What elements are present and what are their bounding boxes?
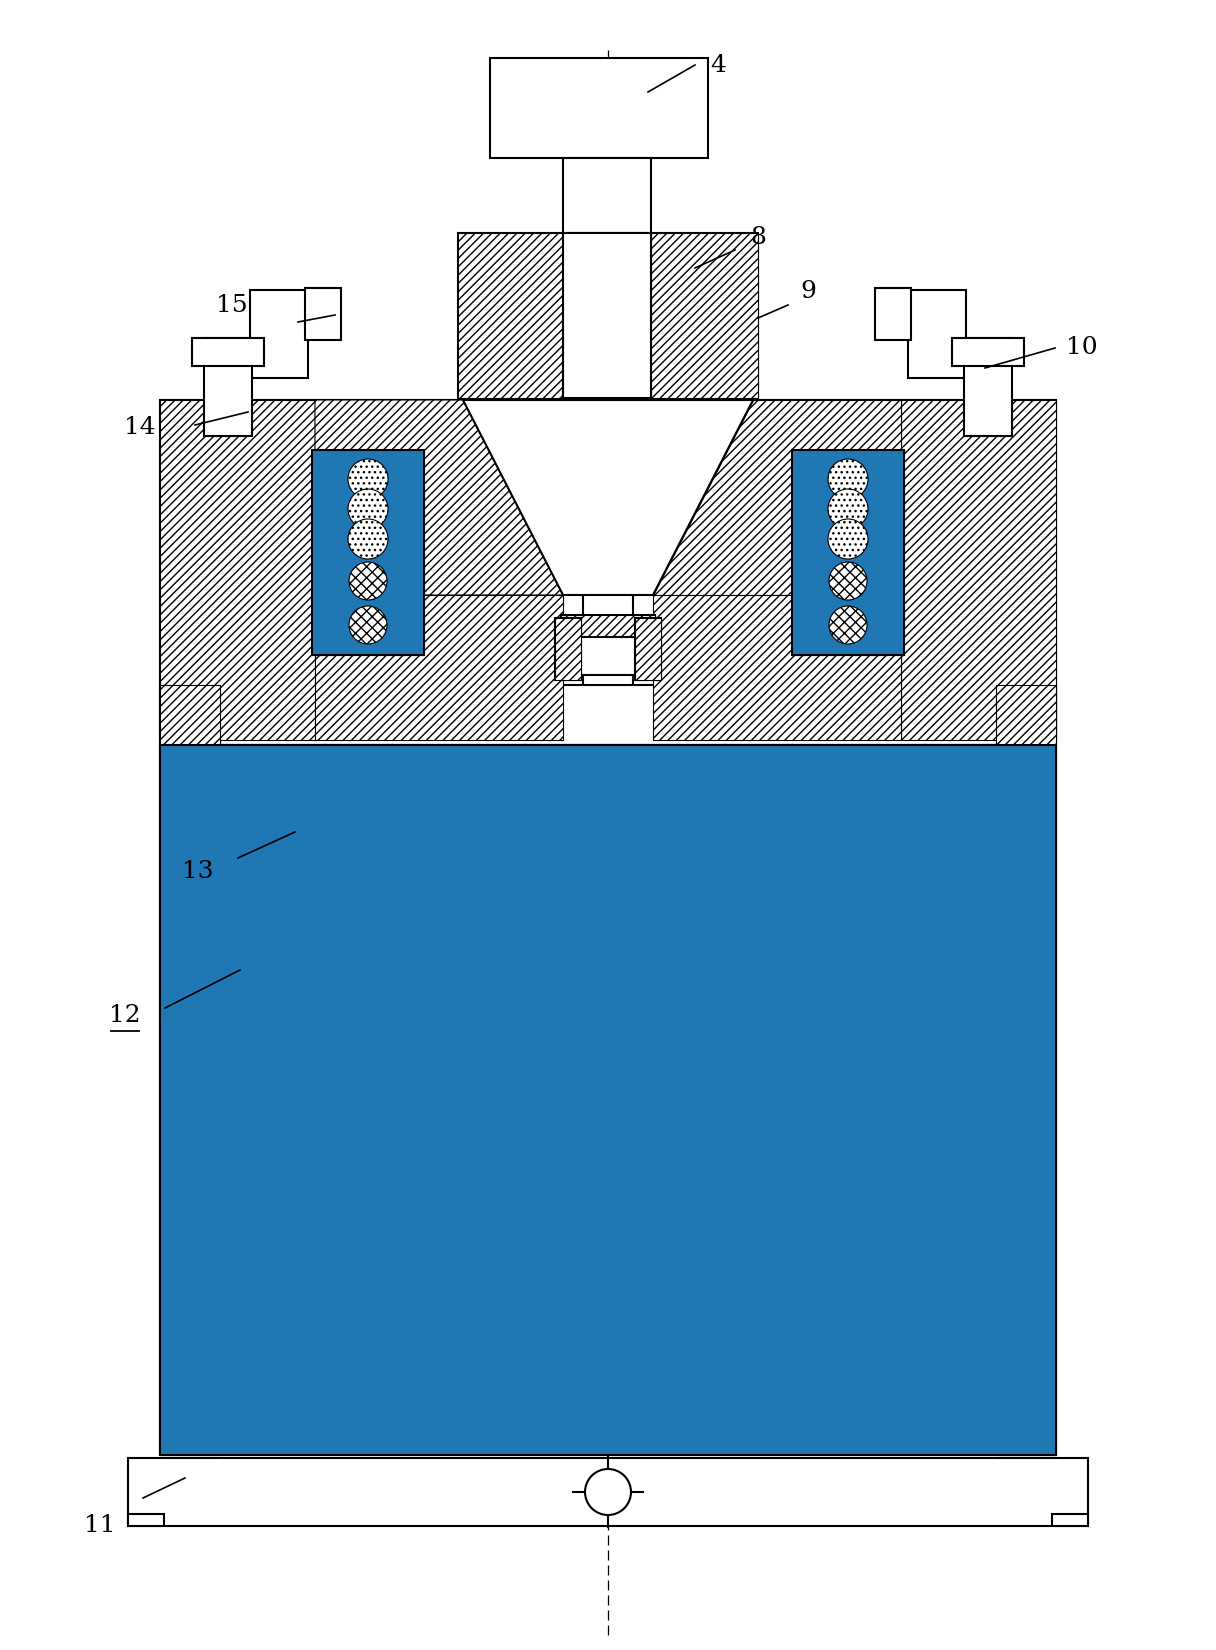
Bar xyxy=(1052,1515,1088,1526)
Bar xyxy=(554,619,581,680)
Bar xyxy=(901,399,1055,739)
Polygon shape xyxy=(653,399,901,596)
Bar xyxy=(161,685,220,746)
Circle shape xyxy=(828,520,868,559)
Bar xyxy=(161,746,1055,1455)
Bar xyxy=(996,685,1055,746)
Circle shape xyxy=(585,1468,631,1515)
Bar xyxy=(653,596,901,739)
Bar xyxy=(563,233,651,398)
Bar xyxy=(220,746,996,1455)
Bar xyxy=(204,338,252,436)
Text: 14: 14 xyxy=(124,416,156,439)
Bar xyxy=(554,619,581,680)
Bar xyxy=(964,338,1012,436)
Bar xyxy=(128,1515,164,1526)
Bar xyxy=(490,58,708,158)
Bar xyxy=(161,746,1055,1455)
Text: 11: 11 xyxy=(84,1513,116,1536)
Bar xyxy=(572,637,644,675)
Text: 10: 10 xyxy=(1066,337,1098,360)
Bar xyxy=(996,746,1055,1455)
Bar xyxy=(952,338,1024,366)
Bar xyxy=(792,450,903,655)
Circle shape xyxy=(828,488,868,530)
Text: 13: 13 xyxy=(182,861,214,883)
Circle shape xyxy=(349,563,387,601)
Bar xyxy=(313,450,424,655)
Polygon shape xyxy=(315,399,563,596)
Bar xyxy=(561,615,655,637)
Bar xyxy=(161,746,220,1455)
Text: 12: 12 xyxy=(109,1003,141,1026)
Bar xyxy=(161,399,315,739)
Bar xyxy=(792,450,903,655)
Text: 9: 9 xyxy=(800,280,816,304)
Bar xyxy=(161,399,1055,739)
Bar xyxy=(635,619,662,680)
Bar xyxy=(458,233,758,398)
Bar xyxy=(876,289,911,340)
Circle shape xyxy=(349,606,387,644)
Circle shape xyxy=(829,563,867,601)
Circle shape xyxy=(348,520,388,559)
Bar xyxy=(458,233,563,398)
Bar xyxy=(305,289,340,340)
Circle shape xyxy=(348,488,388,530)
Bar xyxy=(563,158,651,233)
Polygon shape xyxy=(463,399,753,596)
Bar xyxy=(313,450,424,655)
Bar xyxy=(161,685,1055,746)
Circle shape xyxy=(829,606,867,644)
Text: 4: 4 xyxy=(710,53,726,76)
Text: 8: 8 xyxy=(750,226,766,249)
Bar xyxy=(315,596,563,739)
Bar xyxy=(128,1459,1088,1526)
Circle shape xyxy=(348,459,388,498)
Bar xyxy=(561,615,655,637)
Circle shape xyxy=(828,459,868,498)
Bar xyxy=(651,233,758,398)
Bar xyxy=(908,290,966,378)
Bar xyxy=(635,619,662,680)
Bar xyxy=(192,338,264,366)
Text: 15: 15 xyxy=(216,294,248,317)
Bar xyxy=(250,290,308,378)
